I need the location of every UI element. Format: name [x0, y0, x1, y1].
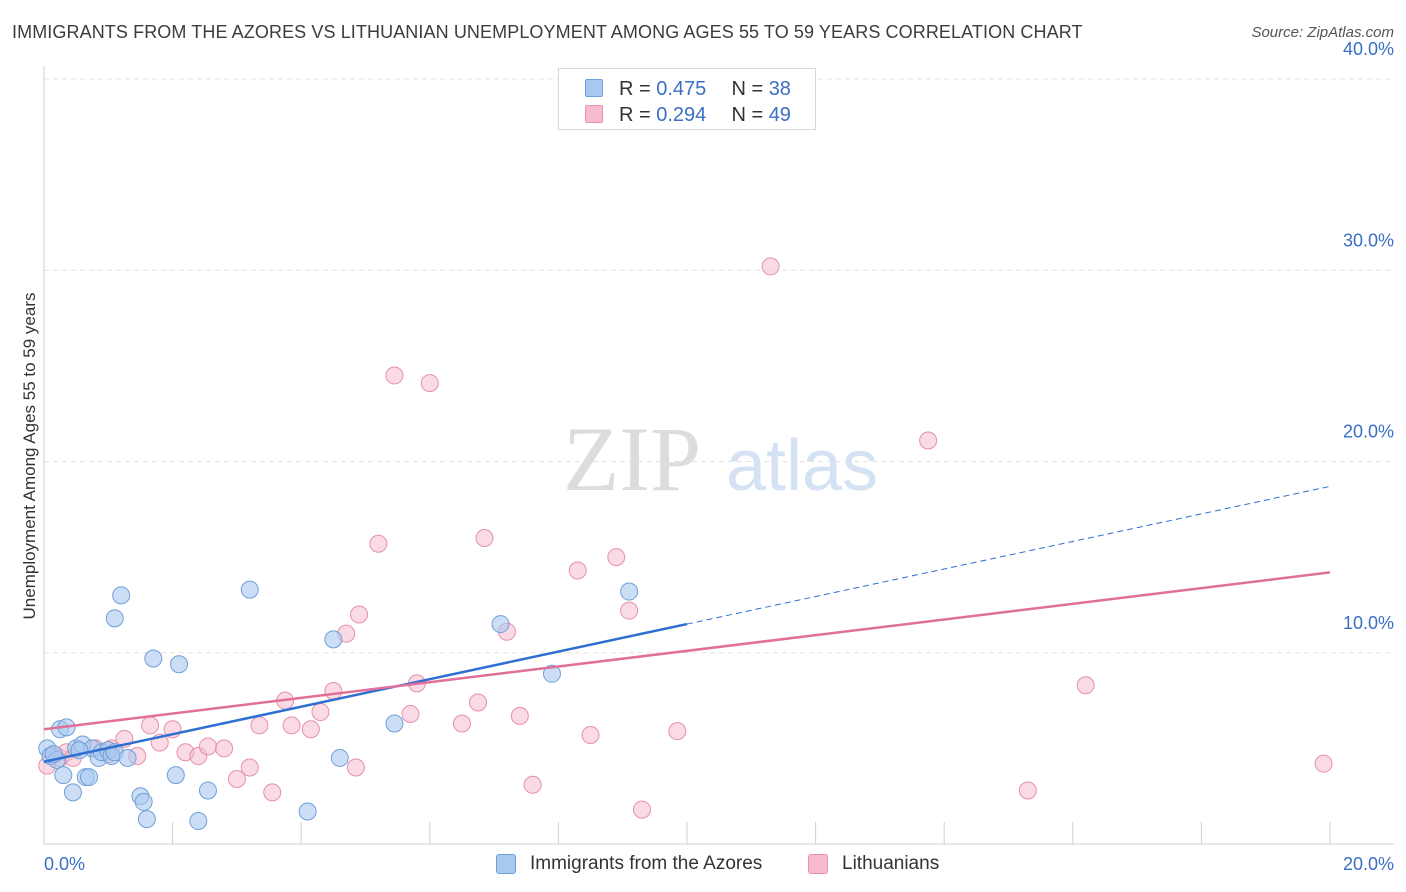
chart-title: IMMIGRANTS FROM THE AZORES VS LITHUANIAN…	[12, 22, 1083, 42]
azores-point	[240, 580, 259, 599]
y-tick-label: 20.0%	[1343, 422, 1394, 442]
bottom-legend-swatch-pink	[808, 854, 828, 874]
bottom-legend-label-azores: Immigrants from the Azores	[530, 853, 763, 874]
y-axis-label: Unemployment Among Ages 55 to 59 years	[20, 292, 39, 620]
legend-n-label-2: N =	[731, 104, 769, 126]
azores-point	[144, 649, 163, 668]
lithuanians-point	[1076, 676, 1095, 695]
y-tick-label: 30.0%	[1343, 230, 1394, 250]
correlation-legend: R = 0.475 N = 38 R = 0.294 N = 49	[558, 68, 816, 130]
lithuanians-points	[38, 257, 1333, 819]
lithuanians-point	[301, 720, 320, 739]
lithuanians-point	[324, 682, 343, 700]
y-tick-label: 40.0%	[1343, 39, 1394, 59]
azores-trend-line	[43, 622, 688, 763]
bottom-legend-label-lithuanians: Lithuanians	[842, 853, 940, 874]
lithuanians-point	[346, 758, 365, 777]
legend-r-value-1: 0.475	[656, 78, 707, 100]
lithuanians-point	[198, 737, 217, 756]
azores-point	[137, 810, 156, 829]
azores-points	[38, 580, 639, 831]
azores-point	[166, 766, 185, 785]
azores-point	[112, 586, 131, 605]
lithuanians-point	[215, 739, 234, 758]
x-tick-label: 0.0%	[44, 854, 85, 874]
lithuanians-point	[420, 374, 439, 393]
lithuanians-point	[761, 257, 780, 276]
lithuanians-trend-line	[43, 571, 1331, 731]
azores-point	[542, 664, 561, 683]
azores-point	[198, 781, 217, 800]
lithuanians-point	[1314, 754, 1333, 773]
lithuanians-point	[227, 769, 246, 788]
lithuanians-point	[510, 706, 529, 725]
lithuanians-point	[668, 722, 687, 741]
lithuanians-point	[369, 534, 388, 553]
legend-swatch-blue	[585, 79, 603, 97]
azores-point	[134, 792, 153, 811]
lithuanians-point	[607, 548, 626, 567]
azores-point	[118, 748, 137, 767]
legend-n-value-1: 38	[768, 78, 791, 100]
trend-lines	[43, 485, 1331, 763]
source-label: Source: ZipAtlas.com	[1251, 24, 1394, 41]
azores-point	[105, 609, 124, 628]
lithuanians-point	[385, 366, 404, 385]
azores-point	[189, 812, 208, 831]
azores-trend-extension	[686, 485, 1331, 625]
tick-labels: 10.0% 20.0% 30.0% 40.0% 0.0% 20.0%	[44, 39, 1394, 874]
azores-point	[620, 582, 639, 601]
axes	[43, 66, 1394, 845]
bottom-legend-swatch-blue	[496, 854, 516, 874]
lithuanians-point	[401, 704, 420, 723]
azores-point	[385, 714, 404, 733]
azores-point	[491, 615, 510, 634]
lithuanians-point	[263, 783, 282, 802]
lithuanians-point	[523, 775, 542, 794]
y-tick-label: 10.0%	[1343, 613, 1394, 633]
lithuanians-point	[469, 693, 488, 712]
lithuanians-point	[350, 605, 369, 624]
x-tick-label: 20.0%	[1343, 854, 1394, 874]
azores-point	[80, 768, 99, 787]
watermark: ZIP atlas	[563, 408, 878, 510]
lithuanians-point	[581, 725, 600, 744]
legend-n-value-2: 49	[768, 104, 791, 126]
grid-lines	[44, 78, 1394, 654]
legend-swatch-pink	[585, 105, 603, 123]
lithuanians-point	[620, 601, 639, 620]
legend-r-label-1: R =	[619, 78, 657, 100]
legend-r-value-2: 0.294	[656, 104, 707, 126]
azores-point	[298, 802, 317, 821]
lithuanians-point	[282, 716, 301, 735]
lithuanians-point	[919, 431, 938, 450]
lithuanians-point	[141, 716, 160, 735]
lithuanians-point	[475, 529, 494, 547]
watermark-zip: ZIP	[563, 408, 701, 510]
watermark-atlas: atlas	[726, 426, 878, 506]
lithuanians-point	[632, 800, 651, 819]
lithuanians-point	[568, 561, 587, 580]
azores-point	[63, 783, 82, 802]
lithuanians-point	[311, 703, 330, 722]
lithuanians-point	[1018, 781, 1037, 800]
lithuanians-point	[240, 758, 259, 777]
legend-n-label-1: N =	[731, 78, 769, 100]
azores-point	[324, 630, 343, 649]
azores-point	[170, 655, 189, 674]
lithuanians-point	[250, 716, 269, 735]
azores-point	[54, 766, 73, 785]
azores-point	[330, 748, 349, 767]
legend-r-label-2: R =	[619, 104, 657, 126]
lithuanians-point	[452, 714, 471, 733]
